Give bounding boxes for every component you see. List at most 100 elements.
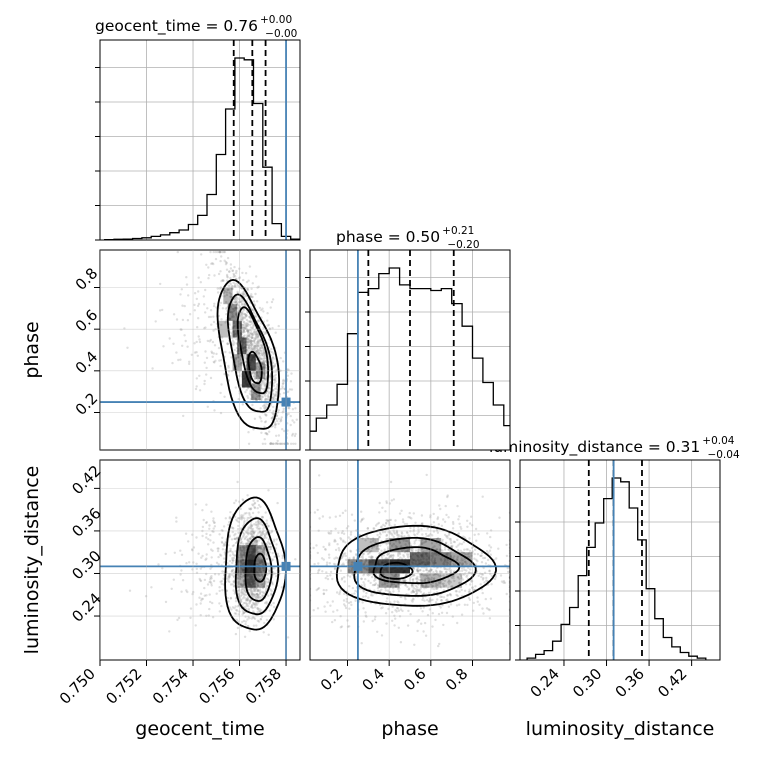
scatter-point [445, 571, 447, 573]
scatter-point [490, 583, 492, 585]
scatter-point [394, 524, 396, 526]
scatter-point [379, 532, 381, 534]
scatter-point [261, 346, 263, 348]
scatter-point [317, 552, 319, 554]
scatter-point [267, 581, 269, 583]
scatter-point [460, 528, 462, 530]
scatter-point [243, 620, 245, 622]
scatter-point [264, 535, 266, 537]
scatter-point [204, 380, 206, 382]
scatter-point [237, 528, 239, 530]
scatter-point [385, 600, 387, 602]
scatter-point [365, 592, 367, 594]
scatter-point [469, 591, 471, 593]
scatter-point [273, 618, 275, 620]
scatter-point [176, 619, 178, 621]
scatter-point [444, 521, 446, 523]
scatter-point [194, 292, 196, 294]
ylabel-phase: phase [21, 321, 43, 378]
scatter-point [351, 514, 353, 516]
scatter-point [463, 541, 465, 543]
scatter-point [249, 532, 251, 534]
scatter-point [323, 589, 325, 591]
scatter-point [444, 534, 446, 536]
scatter-point [468, 589, 470, 591]
scatter-point [413, 574, 415, 576]
scatter-point [482, 557, 484, 559]
scatter-point [197, 553, 199, 555]
scatter-point [328, 554, 330, 556]
scatter-point [210, 316, 212, 318]
scatter-point [427, 527, 429, 529]
scatter-point [486, 550, 488, 552]
scatter-point [257, 339, 259, 341]
scatter-point [445, 542, 447, 544]
scatter-point [463, 549, 465, 551]
scatter-point [213, 580, 215, 582]
scatter-point [181, 554, 183, 556]
scatter-point [241, 315, 243, 317]
scatter-point [278, 418, 280, 420]
scatter-point [393, 624, 395, 626]
scatter-point [245, 295, 247, 297]
scatter-point [273, 556, 275, 558]
scatter-point [218, 347, 220, 349]
scatter-point [249, 393, 251, 395]
xtick-label-phase: 0.4 [358, 665, 388, 695]
scatter-point [241, 304, 243, 306]
scatter-point [272, 552, 274, 554]
scatter-point [391, 620, 393, 622]
scatter-point [385, 612, 387, 614]
scatter-point [150, 586, 152, 588]
xtick-label-geocent-time: 0.758 [242, 665, 285, 708]
scatter-point [264, 421, 266, 423]
scatter-point [283, 392, 285, 394]
scatter-point [248, 540, 250, 542]
scatter-point [342, 541, 344, 543]
scatter-point [481, 607, 483, 609]
scatter-point [506, 555, 508, 557]
scatter-point [350, 531, 352, 533]
scatter-point [214, 360, 216, 362]
scatter-point [237, 525, 239, 527]
xtick-label-phase: 0.6 [400, 665, 430, 695]
scatter-point [382, 531, 384, 533]
scatter-point [276, 420, 278, 422]
scatter-point [196, 385, 198, 387]
scatter-point [399, 512, 401, 514]
scatter-point [436, 529, 438, 531]
scatter-point [219, 260, 221, 262]
scatter-point [474, 534, 476, 536]
scatter-point [369, 582, 371, 584]
scatter-point [423, 606, 425, 608]
scatter-point [254, 618, 256, 620]
scatter-point [364, 611, 366, 613]
scatter-point [222, 548, 224, 550]
scatter-point [161, 309, 163, 311]
scatter-point [266, 320, 268, 322]
scatter-point [260, 417, 262, 419]
scatter-point [189, 617, 191, 619]
scatter-point [251, 404, 253, 406]
scatter-point [244, 636, 246, 638]
scatter-point [413, 512, 415, 514]
scatter-point [246, 618, 248, 620]
scatter-point [349, 538, 351, 540]
scatter-point [343, 593, 345, 595]
scatter-point [236, 291, 238, 293]
scatter-point [349, 575, 351, 577]
scatter-point [252, 334, 254, 336]
scatter-point [407, 610, 409, 612]
scatter-point [231, 569, 233, 571]
scatter-point [347, 626, 349, 628]
scatter-point [219, 554, 221, 556]
scatter-point [381, 634, 383, 636]
scatter-point [362, 581, 364, 583]
scatter-point [474, 553, 476, 555]
scatter-point [199, 578, 201, 580]
scatter-point [179, 359, 181, 361]
scatter-point [392, 606, 394, 608]
scatter-point [173, 313, 175, 315]
scatter-point [257, 500, 259, 502]
scatter-point [237, 627, 239, 629]
